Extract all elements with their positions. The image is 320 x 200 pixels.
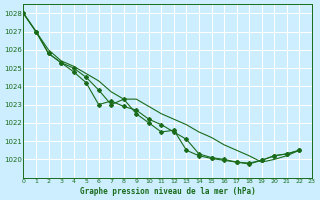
X-axis label: Graphe pression niveau de la mer (hPa): Graphe pression niveau de la mer (hPa) bbox=[80, 187, 255, 196]
